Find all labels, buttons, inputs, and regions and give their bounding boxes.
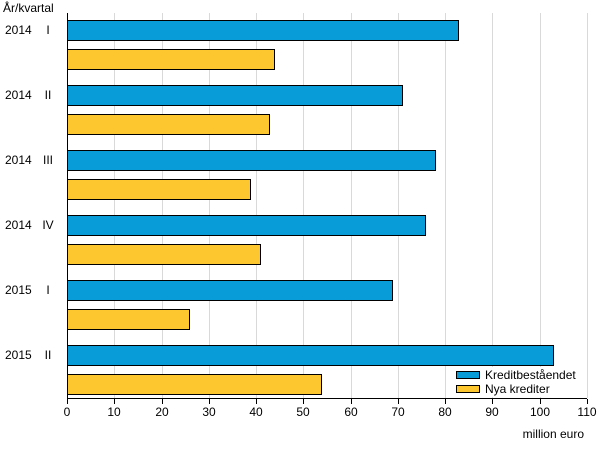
x-axis-tick [398, 399, 399, 404]
bar-kreditbestaendet-2015-I [67, 280, 393, 301]
x-axis-tick [303, 399, 304, 404]
legend-label-kreditbestaendet: Kreditbeståendet [485, 368, 576, 382]
x-axis-tick [445, 399, 446, 404]
legend-swatch-blue [456, 371, 480, 379]
chart-title: År/kvartal [3, 1, 54, 15]
legend-label-nya-krediter: Nya krediter [485, 382, 550, 396]
x-axis-tick-label: 10 [107, 405, 121, 419]
legend: Kreditbeståendet Nya krediter [454, 367, 578, 397]
bar-kreditbestaendet-2014-IV [67, 215, 426, 236]
bar-kreditbestaendet-2014-III [67, 150, 436, 171]
category-quarter: II [44, 88, 52, 102]
bar-nya-krediter-2015-I [67, 309, 190, 330]
gridline [209, 13, 210, 398]
x-axis-tick [114, 399, 115, 404]
category-quarter: I [46, 23, 50, 37]
y-axis-line [67, 13, 68, 398]
gridline [398, 13, 399, 398]
gridline [114, 13, 115, 398]
x-axis-tick [67, 399, 68, 404]
bar-nya-krediter-2014-I [67, 49, 275, 70]
gridline [445, 13, 446, 398]
plot-area: 0 10 20 30 40 50 60 70 80 90 100 110 [64, 13, 597, 419]
category-year: 2015 [5, 348, 32, 362]
x-axis-tick [351, 399, 352, 404]
x-axis-tick-label: 90 [485, 405, 499, 419]
bar-kreditbestaendet-2014-I [67, 20, 459, 41]
x-axis-tick [209, 399, 210, 404]
x-axis-tick-label: 0 [63, 405, 71, 419]
x-axis-tick-label: 60 [344, 405, 358, 419]
x-axis-tick [256, 399, 257, 404]
x-axis-tick-label: 50 [296, 405, 310, 419]
gridline [492, 13, 493, 398]
category-year: 2014 [5, 218, 32, 232]
legend-item-nya-krediter: Nya krediter [456, 382, 576, 396]
legend-swatch-yellow [456, 385, 480, 393]
gridline [351, 13, 352, 398]
gridline [256, 13, 257, 398]
x-axis-tick-label: 80 [438, 405, 452, 419]
gridline [587, 13, 588, 398]
x-axis-tick [540, 399, 541, 404]
bar-nya-krediter-2014-II [67, 114, 270, 135]
gridline [162, 13, 163, 398]
bar-nya-krediter-2014-IV [67, 244, 261, 265]
category-year: 2014 [5, 88, 32, 102]
gridline [303, 13, 304, 398]
x-axis-tick [162, 399, 163, 404]
x-axis-tick-label: 100 [529, 405, 551, 419]
x-axis-tick-label: 20 [155, 405, 169, 419]
bar-kreditbestaendet-2014-II [67, 85, 403, 106]
legend-item-kreditbestaendet: Kreditbeståendet [456, 368, 576, 382]
bar-kreditbestaendet-2015-II [67, 345, 554, 366]
x-axis-label: million euro [522, 427, 584, 441]
x-axis-tick-label: 30 [202, 405, 216, 419]
category-quarter: I [46, 283, 50, 297]
category-year: 2015 [5, 283, 32, 297]
bar-nya-krediter-2014-III [67, 179, 251, 200]
x-axis-line [67, 398, 587, 399]
x-axis-tick-label: 110 [577, 405, 597, 419]
x-axis-tick-label: 70 [391, 405, 405, 419]
category-year: 2014 [5, 23, 32, 37]
category-year: 2014 [5, 153, 32, 167]
x-axis-tick [492, 399, 493, 404]
category-quarter: IV [42, 218, 54, 232]
gridline [540, 13, 541, 398]
category-quarter: III [42, 153, 53, 167]
bar-nya-krediter-2015-II [67, 374, 322, 395]
x-axis-tick [587, 399, 588, 404]
category-quarter: II [44, 348, 52, 362]
x-axis-tick-label: 40 [249, 405, 263, 419]
